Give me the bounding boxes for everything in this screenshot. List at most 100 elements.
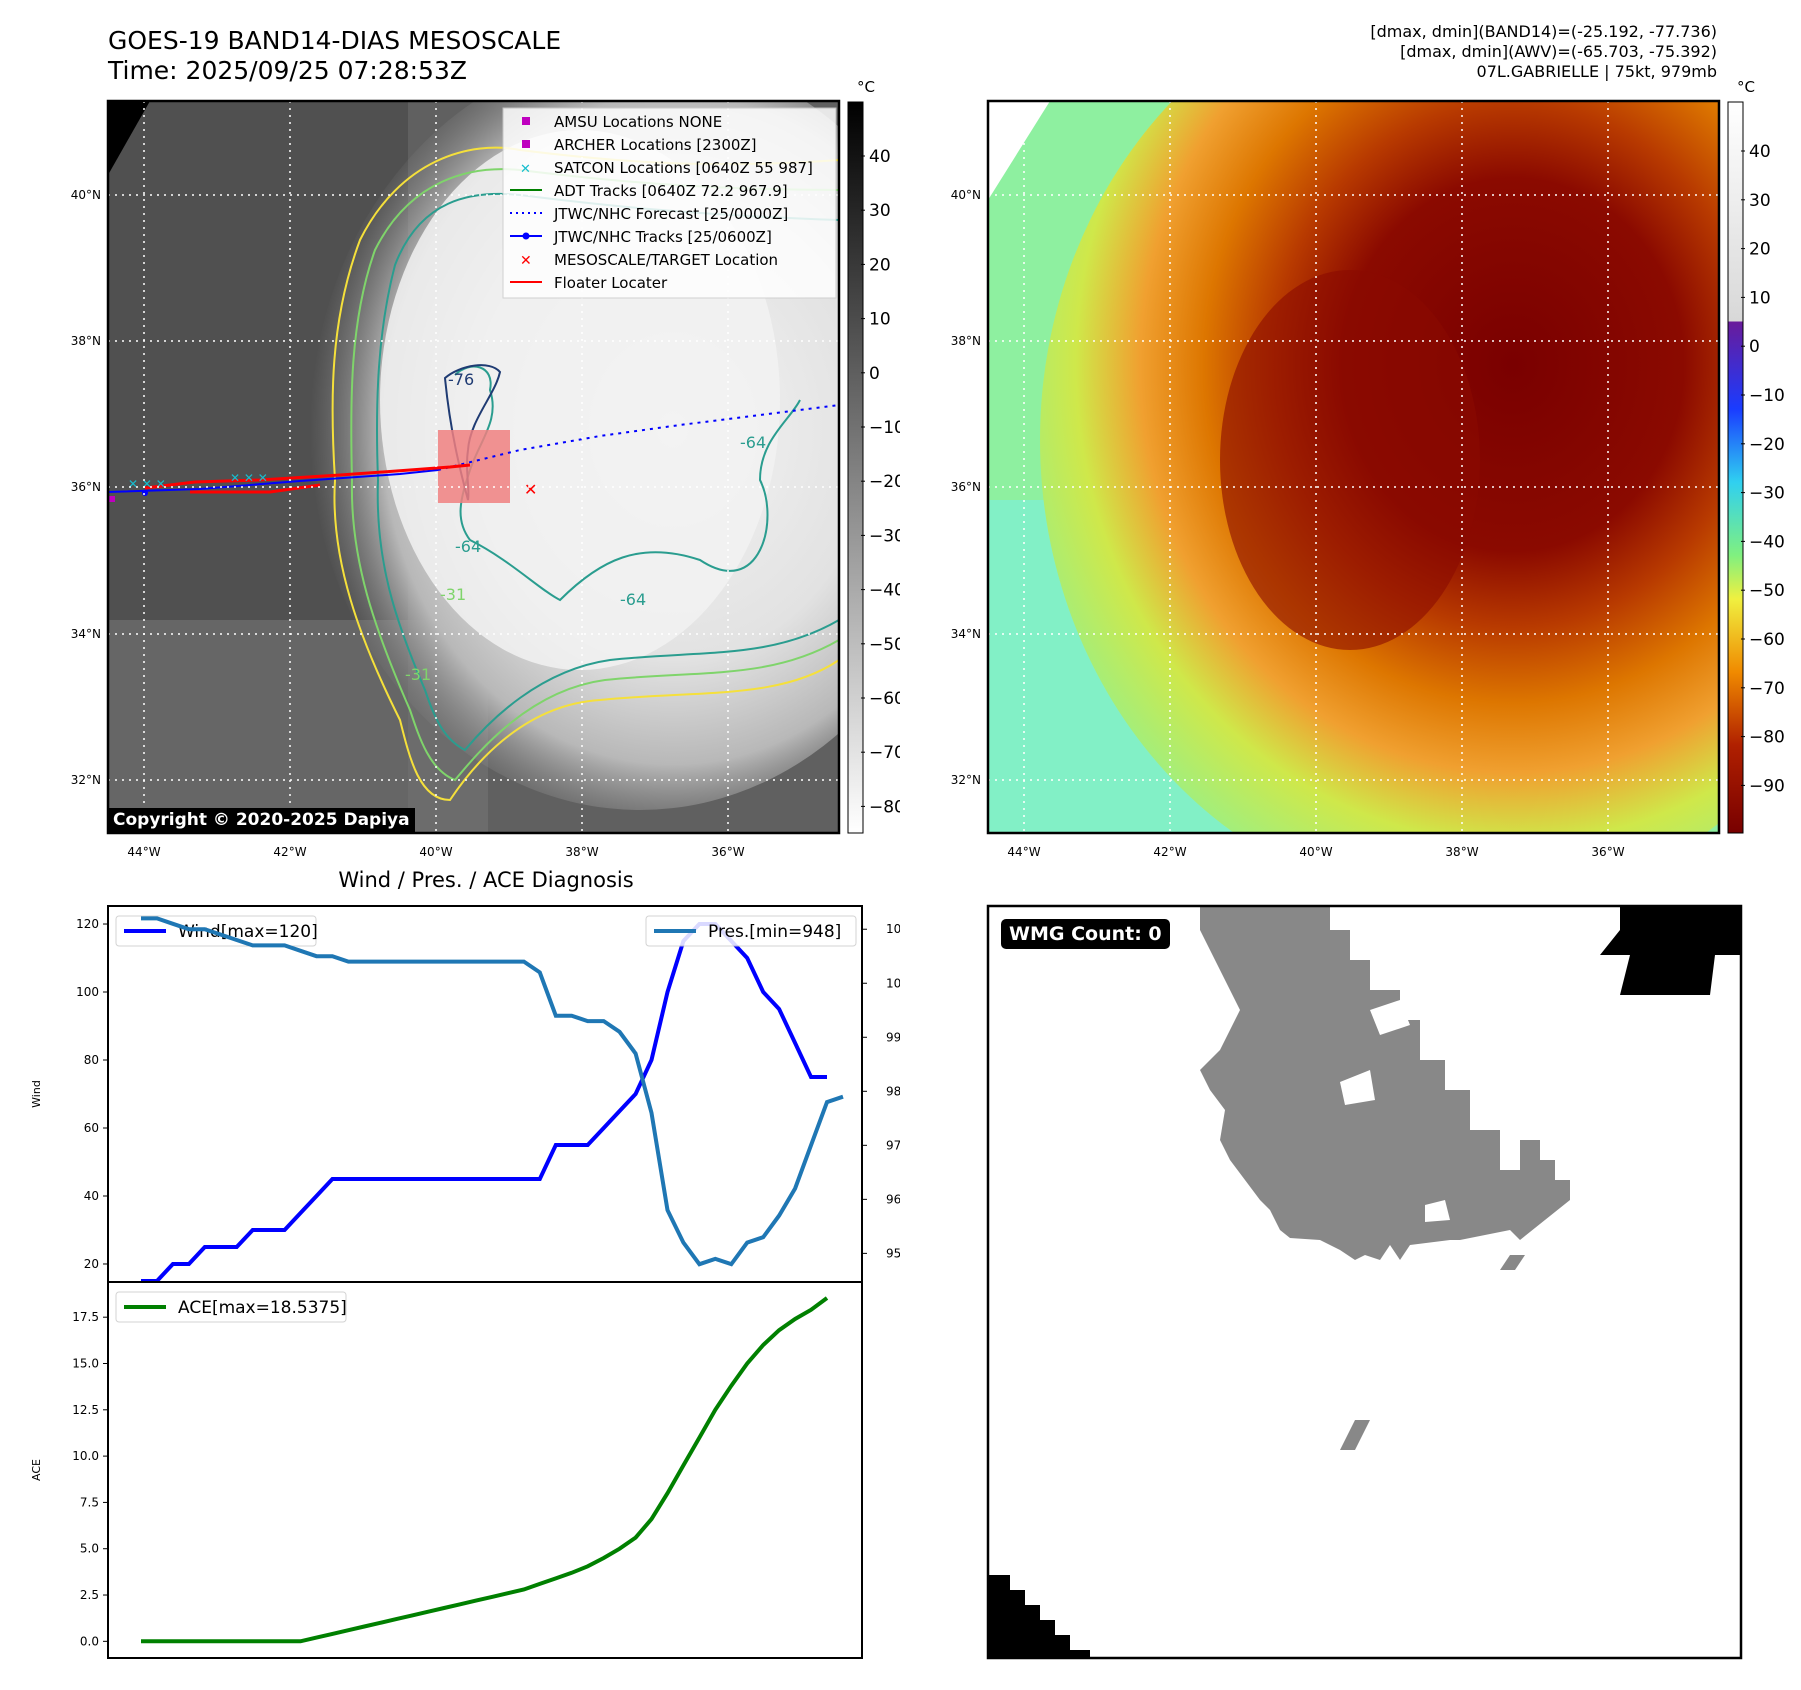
contour-label-d: -64 bbox=[620, 590, 646, 609]
legend-archer: ARCHER Locations [2300Z] bbox=[554, 136, 757, 154]
colorbar-tick-label: −20 bbox=[1749, 435, 1785, 455]
legend-forecast: JTWC/NHC Forecast [25/0000Z] bbox=[553, 205, 788, 223]
stats-band14: [dmax, dmin](BAND14)=(-25.192, -77.736) bbox=[1370, 22, 1717, 41]
y-tick-label: 20 bbox=[84, 1257, 99, 1271]
storm-info: 07L.GABRIELLE | 75kt, 979mb bbox=[1476, 62, 1717, 81]
figure-title: GOES-19 BAND14-DIAS MESOSCALE Time: 2025… bbox=[108, 26, 562, 85]
colorbar-tick-label: 0 bbox=[1749, 337, 1760, 357]
lon-label: 44°W bbox=[127, 845, 160, 859]
colorbar-tick-label: 10 bbox=[1749, 288, 1771, 308]
target-marker: ✕ bbox=[524, 480, 537, 499]
legend-satcon: SATCON Locations [0640Z 55 987] bbox=[554, 159, 813, 177]
colorbar-tick-label: −50 bbox=[869, 635, 900, 655]
colorbar-tick-label: −60 bbox=[869, 689, 900, 709]
colorbar-tick-label: 0 bbox=[869, 364, 880, 384]
ace-chart: 0.0 2.5 5.0 7.5 10.0 12.5 15.0 17.5 ACE ACE[max=1… bbox=[30, 1281, 863, 1659]
y2-tick-label: 1000 bbox=[886, 976, 900, 990]
y-axis-label: Wind bbox=[30, 1080, 43, 1108]
y2-tick-label: 980 bbox=[886, 1084, 900, 1098]
y-tick-label: 10.0 bbox=[72, 1449, 99, 1463]
legend-archer-marker bbox=[522, 140, 530, 148]
map-legend bbox=[502, 107, 837, 299]
series-line bbox=[141, 922, 827, 1283]
legend-adt: ADT Tracks [0640Z 72.2 967.9] bbox=[554, 182, 788, 200]
ir-colorbar bbox=[847, 101, 864, 834]
legend-amsu: AMSU Locations NONE bbox=[554, 113, 722, 131]
figure-stats: [dmax, dmin](BAND14)=(-25.192, -77.736) … bbox=[1370, 22, 1717, 82]
legend-label: Wind[max=120] bbox=[178, 922, 318, 942]
svg-text:✕ ✕ ✕: ✕ ✕ ✕ bbox=[230, 471, 268, 485]
colorbar-tick-label: −40 bbox=[1749, 532, 1785, 552]
wmg-panel bbox=[986, 904, 1743, 1660]
colorbar-tick-label: 20 bbox=[1749, 240, 1771, 260]
lon-label: 44°W bbox=[1007, 845, 1040, 859]
y-tick-label: 100 bbox=[76, 985, 99, 999]
wmg-gray-small bbox=[1340, 1420, 1370, 1450]
y-tick-label: 15.0 bbox=[72, 1356, 99, 1370]
map-lon-labels: 44°W 42°W 40°W 38°W 36°W bbox=[127, 845, 744, 859]
colorbar-tick-label: 40 bbox=[869, 147, 891, 167]
best-track bbox=[108, 469, 439, 493]
lon-label: 40°W bbox=[1299, 845, 1332, 859]
contour-label-c: -31 bbox=[405, 665, 431, 684]
colorbar-tick-label: 30 bbox=[1749, 191, 1771, 211]
lat-label: 36°N bbox=[951, 480, 981, 494]
legend-target: MESOSCALE/TARGET Location bbox=[554, 251, 778, 269]
ir-colorbar-ticks: 40 30 20 10 0 −10 −20 −30 −40 −50 −60 −70 −80 bbox=[861, 147, 900, 817]
wmg-gray-region bbox=[1200, 906, 1570, 1260]
lat-label: 34°N bbox=[951, 627, 981, 641]
ir-map-panel: -76 -64 -31 -31 -64 -64 ✕ ✕ ✕ ✕ ✕ ✕ ✕ AM… bbox=[71, 78, 900, 859]
y-axis-label: ACE bbox=[30, 1459, 43, 1481]
no-data-corner bbox=[108, 101, 150, 175]
lon-label: 36°W bbox=[1591, 845, 1624, 859]
lat-label: 36°N bbox=[71, 480, 101, 494]
lat-label: 32°N bbox=[71, 773, 101, 787]
ir-colorbar-unit: °C bbox=[857, 78, 875, 96]
lat-label: 40°N bbox=[71, 188, 101, 202]
chart-frame bbox=[107, 1281, 863, 1659]
legend-floater: Floater Locater bbox=[554, 274, 668, 292]
series-line bbox=[141, 1296, 829, 1644]
colorbar-tick-label: −40 bbox=[869, 581, 900, 601]
colorbar-tick-label: −80 bbox=[1749, 728, 1785, 748]
contour-label-e: -64 bbox=[740, 433, 766, 452]
y2-tick-label: 950 bbox=[886, 1246, 900, 1260]
legend-target-marker: ✕ bbox=[520, 253, 532, 269]
lon-label: 36°W bbox=[711, 845, 744, 859]
y-tick-label: 0.0 bbox=[80, 1634, 99, 1648]
diagnosis-chart-panel: Wind / Pres. / ACE Diagnosis 20 40 60 80 100… bbox=[30, 868, 900, 1659]
legend-satcon-marker: ✕ bbox=[520, 162, 531, 177]
colorbar-tick-label: 30 bbox=[869, 201, 891, 221]
legend-label: Pres.[min=948] bbox=[708, 922, 841, 942]
contour-label-core: -76 bbox=[448, 370, 474, 389]
awv-frame bbox=[986, 99, 1721, 835]
colorbar-tick-label: 10 bbox=[869, 310, 891, 330]
colorbar-tick-label: 20 bbox=[869, 255, 891, 275]
wind-pressure-chart: 20 40 60 80 100 120 Wind 950 960 970 980 990 1000 101… bbox=[30, 905, 900, 1283]
lat-label: 38°N bbox=[71, 334, 101, 348]
map-grid bbox=[108, 101, 839, 833]
lon-label: 42°W bbox=[1153, 845, 1186, 859]
stats-awv: [dmax, dmin](AWV)=(-65.703, -75.392) bbox=[1400, 42, 1717, 61]
y-tick-label: 5.0 bbox=[80, 1542, 99, 1556]
series-line bbox=[141, 916, 844, 1267]
colorbar-tick-label: −60 bbox=[1749, 630, 1785, 650]
awv-grid bbox=[988, 101, 1719, 833]
legend-box bbox=[645, 915, 857, 947]
wmg-frame bbox=[986, 904, 1743, 1660]
wmg-black-bottom bbox=[988, 1575, 1090, 1658]
y-tick-label: 60 bbox=[84, 1121, 99, 1135]
diagnosis-title: Wind / Pres. / ACE Diagnosis bbox=[338, 868, 633, 892]
copyright: Copyright © 2020-2025 Dapiya bbox=[108, 808, 415, 832]
awv-lat-labels: 40°N 38°N 36°N 34°N 32°N bbox=[951, 188, 981, 787]
colorbar-tick-label: −30 bbox=[869, 526, 900, 546]
y2-tick-label: 960 bbox=[886, 1192, 900, 1206]
lat-label: 32°N bbox=[951, 773, 981, 787]
colorbar-tick-label: 40 bbox=[1749, 142, 1771, 162]
colorbar-tick-label: −10 bbox=[1749, 386, 1785, 406]
lon-label: 38°W bbox=[1445, 845, 1478, 859]
y-tick-label: 17.5 bbox=[72, 1310, 99, 1324]
awv-colorbar-ticks: 40 30 20 10 0 −10 −20 −30 −40 −50 −60 −70 −80 −90 bbox=[1741, 142, 1785, 796]
lon-label: 38°W bbox=[565, 845, 598, 859]
y-tick-label: 12.5 bbox=[72, 1403, 99, 1417]
